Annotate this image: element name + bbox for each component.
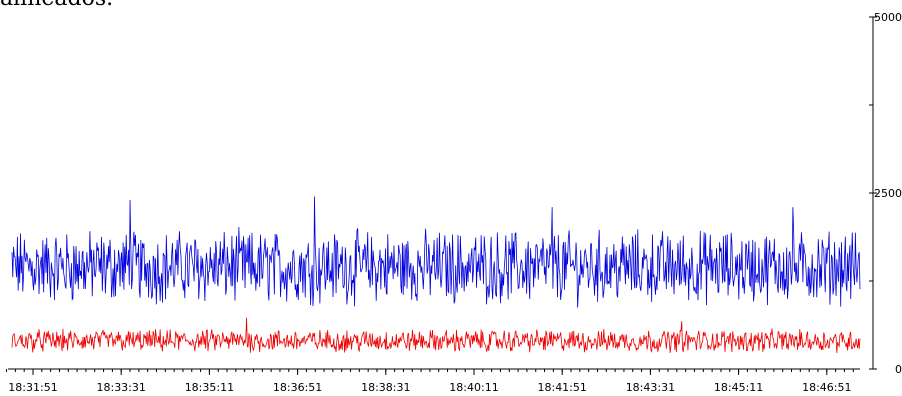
x-tick-label: 18:41:51 <box>537 381 586 394</box>
plot-lines <box>11 196 861 354</box>
x-tick-label: 18:31:51 <box>8 381 57 394</box>
y-tick-label: 0 <box>895 363 902 376</box>
x-tick-label: 18:45:11 <box>714 381 763 394</box>
y-tick-label: 2500 <box>874 187 902 200</box>
caption-fragment: alineados. <box>0 0 113 11</box>
series-line-1 <box>11 317 861 354</box>
x-tick-label: 18:40:11 <box>449 381 498 394</box>
x-tick-label: 18:38:31 <box>361 381 410 394</box>
x-axis: 18:31:51 18:33:31 18:35:11 18:36:51 18:38:31… <box>6 368 860 394</box>
y-tick-label: 5000 <box>874 11 902 24</box>
series-line-0 <box>11 196 861 308</box>
x-tick-label: 18:43:31 <box>626 381 675 394</box>
x-tick-label: 18:35:11 <box>185 381 234 394</box>
y-axis: 0 2500 5000 <box>869 11 902 376</box>
x-tick-label: 18:46:51 <box>802 381 851 394</box>
x-tick-label: 18:36:51 <box>273 381 322 394</box>
x-tick-label: 18:33:31 <box>96 381 145 394</box>
